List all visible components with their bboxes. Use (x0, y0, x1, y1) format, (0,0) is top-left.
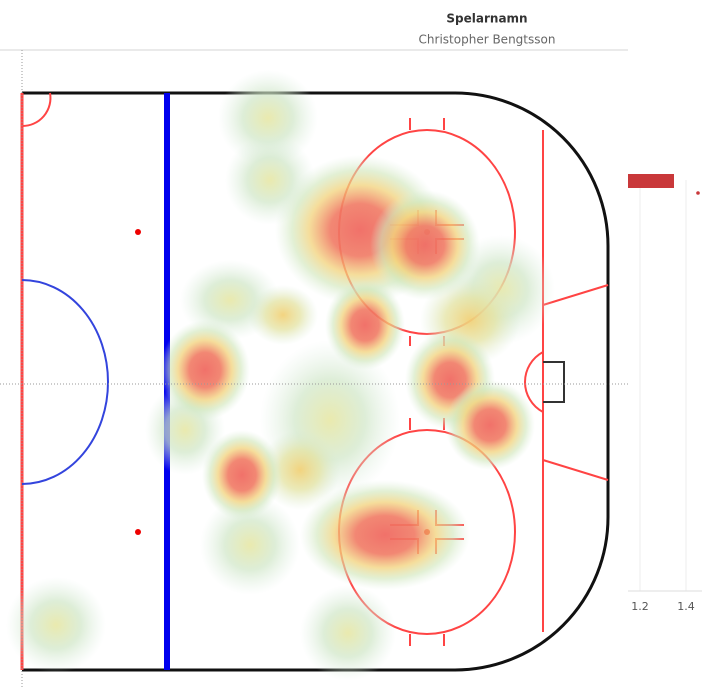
side-chart: 1.2 1.4 (628, 174, 702, 613)
point (696, 191, 700, 195)
header-subtitle: Christopher Bengtsson (419, 33, 556, 47)
faceoff-dot (135, 229, 141, 235)
center-circle (21, 279, 109, 485)
header-title: Spelarnamn (446, 12, 527, 26)
heatmap (6, 70, 555, 681)
faceoff-dot (135, 529, 141, 535)
boards (22, 91, 610, 672)
goal (543, 361, 565, 403)
trapezoid (542, 459, 609, 481)
trapezoid (542, 284, 609, 306)
crease (524, 351, 544, 413)
ref-arc (21, 92, 52, 128)
bar (628, 174, 674, 188)
axis-tick-label: 1.2 (631, 600, 649, 613)
axis-tick-label: 1.4 (677, 600, 695, 613)
